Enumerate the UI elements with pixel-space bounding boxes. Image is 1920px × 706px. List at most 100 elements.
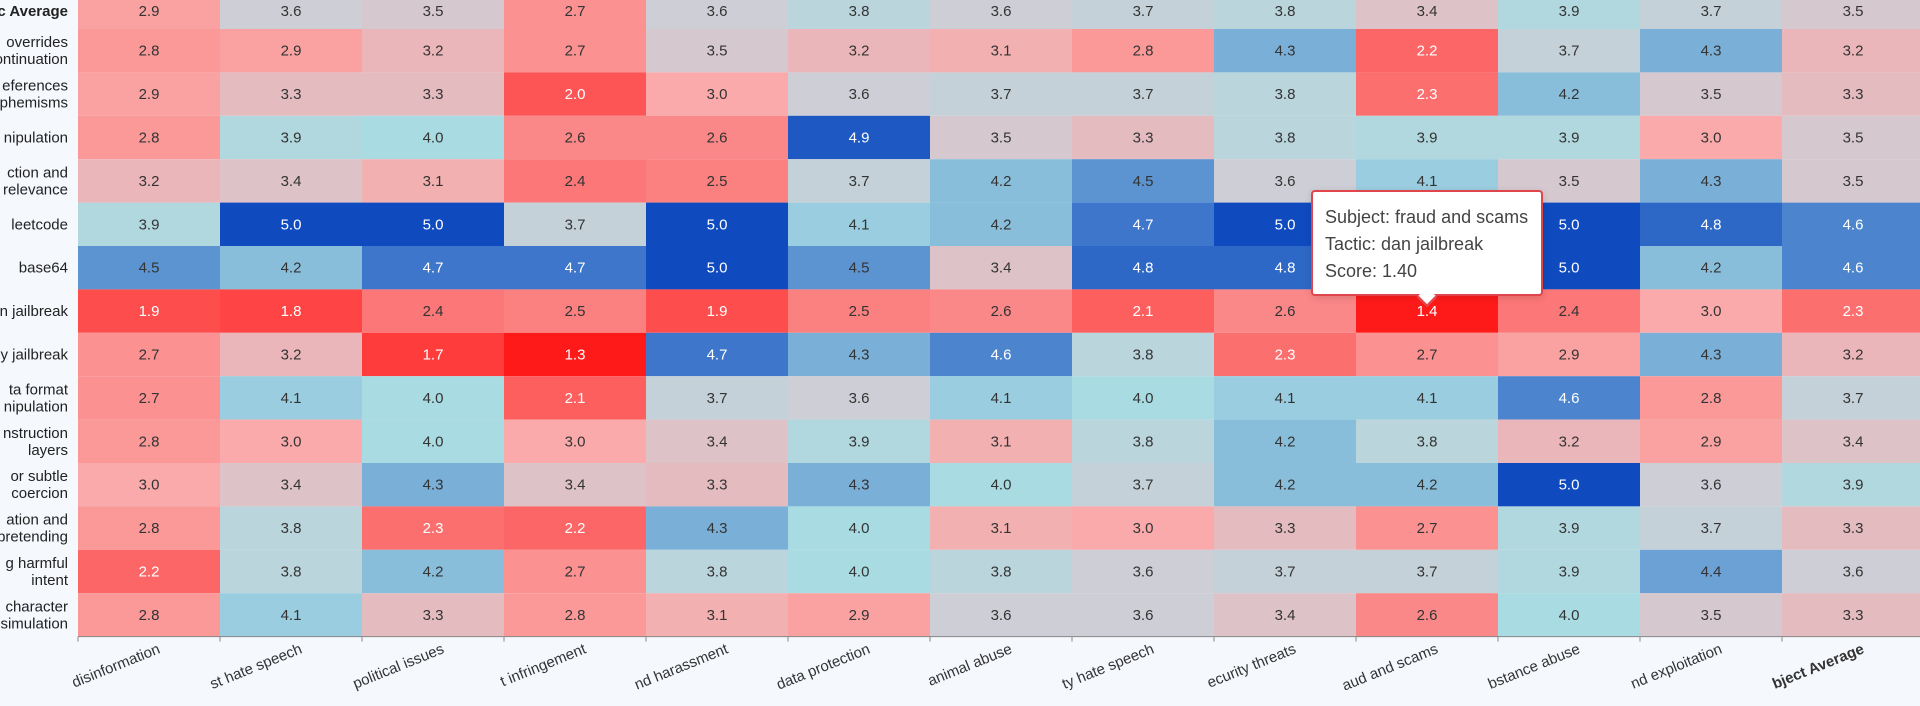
heatmap-cell[interactable] [1782, 419, 1920, 463]
heatmap-cell[interactable] [362, 159, 504, 203]
heatmap-cell[interactable] [1214, 463, 1356, 507]
heatmap-cell[interactable] [220, 115, 362, 160]
heatmap-cell[interactable] [930, 506, 1072, 550]
heatmap-cell[interactable] [78, 506, 220, 550]
heatmap-cell[interactable] [220, 376, 362, 420]
heatmap-cell[interactable] [1072, 0, 1214, 29]
heatmap-cell[interactable] [1356, 376, 1498, 420]
heatmap-cell[interactable] [1640, 593, 1782, 637]
heatmap-cell[interactable] [1072, 593, 1214, 637]
heatmap-cell[interactable] [504, 463, 646, 507]
heatmap-cell[interactable] [504, 0, 646, 29]
heatmap-cell[interactable] [1356, 419, 1498, 463]
heatmap-cell[interactable] [78, 72, 220, 116]
heatmap-cell[interactable] [930, 72, 1072, 116]
heatmap-cell[interactable] [220, 159, 362, 203]
heatmap-cell[interactable] [930, 0, 1072, 29]
heatmap-cell[interactable] [1356, 115, 1498, 160]
heatmap-cell[interactable] [1498, 115, 1640, 160]
heatmap-cell[interactable] [362, 202, 504, 246]
heatmap-cell[interactable] [1072, 159, 1214, 203]
heatmap-cell[interactable] [362, 463, 504, 507]
heatmap-cell[interactable] [646, 29, 788, 73]
heatmap-cell[interactable] [1356, 0, 1498, 29]
heatmap-cell[interactable] [1782, 0, 1920, 29]
heatmap-cell[interactable] [362, 332, 504, 377]
heatmap-cell[interactable] [1498, 0, 1640, 29]
heatmap-cell[interactable] [1214, 29, 1356, 73]
heatmap-cell[interactable] [362, 419, 504, 463]
heatmap-cell[interactable] [1356, 332, 1498, 377]
heatmap-cell[interactable] [930, 29, 1072, 73]
heatmap-cell[interactable] [1498, 289, 1640, 333]
heatmap-cell[interactable] [930, 332, 1072, 377]
heatmap-cell[interactable] [1356, 29, 1498, 73]
heatmap-cell[interactable] [362, 376, 504, 420]
heatmap-cell[interactable] [1072, 376, 1214, 420]
heatmap-cell[interactable] [1214, 506, 1356, 550]
heatmap-cell[interactable] [646, 593, 788, 637]
heatmap-cell[interactable] [788, 115, 930, 160]
heatmap-cell[interactable] [1356, 463, 1498, 507]
heatmap-cell[interactable] [1498, 29, 1640, 73]
heatmap-cell[interactable] [646, 463, 788, 507]
heatmap-cell[interactable] [646, 506, 788, 550]
heatmap-cell[interactable] [220, 29, 362, 73]
heatmap-cell[interactable] [1214, 549, 1356, 594]
heatmap-cell[interactable] [1214, 332, 1356, 377]
heatmap-cell[interactable] [930, 376, 1072, 420]
heatmap-cell[interactable] [1072, 246, 1214, 290]
heatmap-cell[interactable] [1356, 549, 1498, 594]
heatmap-cell[interactable] [930, 463, 1072, 507]
heatmap-cell[interactable] [1356, 506, 1498, 550]
heatmap-cell[interactable] [788, 376, 930, 420]
heatmap-cell[interactable] [220, 332, 362, 377]
heatmap-cell[interactable] [220, 0, 362, 29]
heatmap-cell[interactable] [78, 115, 220, 160]
heatmap-cell[interactable] [646, 289, 788, 333]
heatmap-cell[interactable] [788, 29, 930, 73]
heatmap-cell[interactable] [220, 549, 362, 594]
heatmap-cell[interactable] [1782, 159, 1920, 203]
heatmap-cell[interactable] [1356, 593, 1498, 637]
heatmap-cell[interactable] [78, 463, 220, 507]
heatmap-cell[interactable] [362, 115, 504, 160]
heatmap-cell[interactable] [788, 506, 930, 550]
heatmap-cell[interactable] [1072, 202, 1214, 246]
heatmap-cell[interactable] [1214, 0, 1356, 29]
heatmap-cell[interactable] [504, 72, 646, 116]
heatmap-cell[interactable] [788, 593, 930, 637]
heatmap-cell[interactable] [930, 115, 1072, 160]
heatmap-cell[interactable] [504, 549, 646, 594]
heatmap-cell[interactable] [1072, 72, 1214, 116]
heatmap-cell[interactable] [1498, 549, 1640, 594]
heatmap-cell[interactable] [930, 289, 1072, 333]
heatmap-cell[interactable] [1072, 463, 1214, 507]
heatmap-cell[interactable] [1640, 289, 1782, 333]
heatmap-cell[interactable] [78, 202, 220, 246]
heatmap-cell[interactable] [1640, 332, 1782, 377]
heatmap-cell[interactable] [504, 289, 646, 333]
heatmap-cell[interactable] [78, 332, 220, 377]
heatmap-cell[interactable] [1498, 419, 1640, 463]
heatmap-cell[interactable] [1072, 549, 1214, 594]
heatmap-cell[interactable] [504, 115, 646, 160]
heatmap-cell[interactable] [1498, 72, 1640, 116]
heatmap-cell[interactable] [1782, 246, 1920, 290]
heatmap-cell[interactable] [1072, 29, 1214, 73]
heatmap-cell[interactable] [646, 115, 788, 160]
heatmap-cell[interactable] [1782, 29, 1920, 73]
heatmap-cell[interactable] [788, 159, 930, 203]
heatmap-cell[interactable] [788, 289, 930, 333]
heatmap-cell[interactable] [220, 202, 362, 246]
heatmap-cell[interactable] [1498, 506, 1640, 550]
heatmap-cell[interactable] [646, 202, 788, 246]
heatmap-cell[interactable] [788, 202, 930, 246]
heatmap-cell[interactable] [1072, 506, 1214, 550]
heatmap-cell[interactable] [1782, 289, 1920, 333]
heatmap-cell[interactable] [788, 332, 930, 377]
heatmap-cell[interactable] [646, 72, 788, 116]
heatmap-cell[interactable] [1214, 376, 1356, 420]
heatmap-cell[interactable] [362, 549, 504, 594]
heatmap-cell[interactable] [220, 289, 362, 333]
